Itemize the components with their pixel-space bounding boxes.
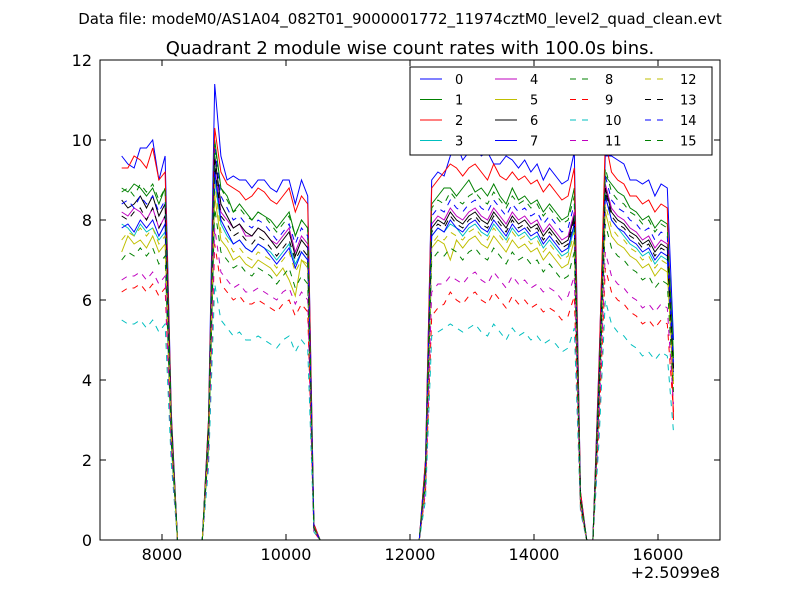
legend-label-9: 9 [605,94,613,109]
legend-label-7: 7 [530,135,538,150]
y-tick-label: 0 [82,531,92,550]
plot-frame [99,59,721,541]
y-tick-label: 10 [72,131,92,150]
legend-label-12: 12 [680,73,697,88]
legend-label-13: 13 [680,94,697,109]
y-tick-label: 12 [72,51,92,70]
legend-label-4: 4 [530,73,538,88]
legend-label-2: 2 [455,114,463,129]
legend-label-5: 5 [530,94,538,109]
chart-suptitle: Data file: modeM0/AS1A04_082T01_90000017… [78,10,722,29]
series-line-15 [121,143,674,541]
legend-label-15: 15 [680,135,697,150]
x-offset-label: +2.5099e8 [631,563,720,582]
legend-label-1: 1 [455,94,463,109]
legend-label-3: 3 [455,135,463,150]
legend-label-8: 8 [605,73,613,88]
series-line-11 [121,227,674,541]
x-tick-label: 12000 [385,545,436,564]
legend-label-14: 14 [680,114,697,129]
y-tick-label: 2 [82,451,92,470]
x-tick-label: 10000 [261,545,312,564]
legend-label-11: 11 [605,135,622,150]
legend-label-10: 10 [605,114,622,129]
y-tick-label: 6 [82,291,92,310]
legend-label-0: 0 [455,73,463,88]
chart-title: Quadrant 2 module wise count rates with … [166,38,655,59]
y-tick-label: 4 [82,371,92,390]
y-tick-label: 8 [82,211,92,230]
x-tick-label: 8000 [142,545,183,564]
x-tick-label: 16000 [633,545,684,564]
series-line-10 [121,283,674,541]
legend-label-6: 6 [530,114,538,129]
x-tick-label: 14000 [509,545,560,564]
